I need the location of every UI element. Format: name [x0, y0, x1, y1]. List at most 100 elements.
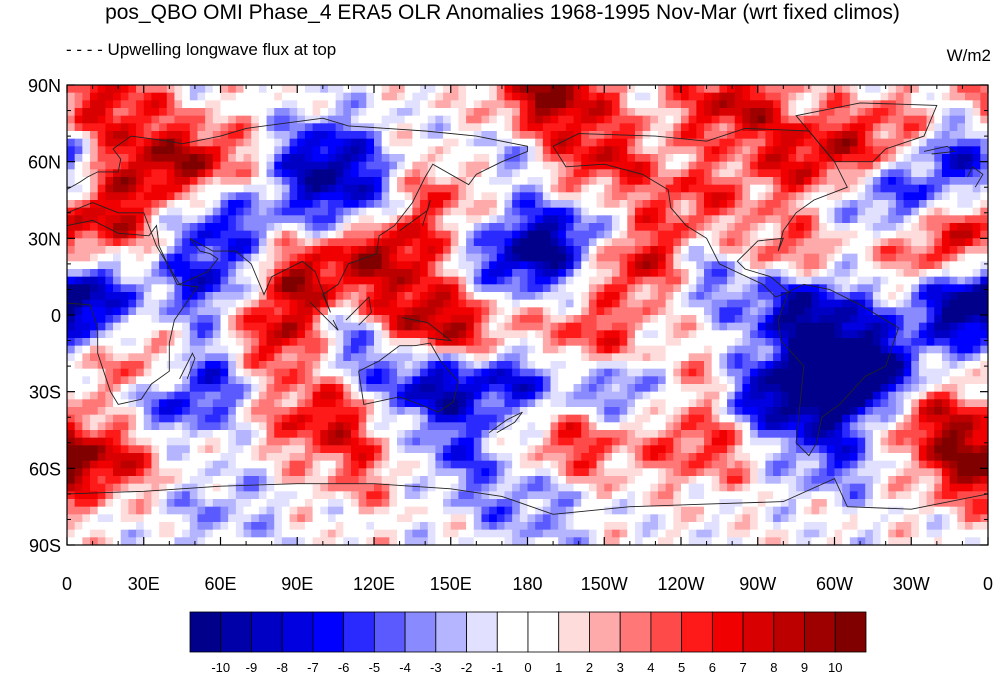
heat-cell [350, 261, 360, 270]
heat-cell [573, 115, 582, 124]
heat-cell [412, 338, 421, 347]
heat-cell [788, 276, 797, 285]
heat-cell [665, 276, 674, 285]
heat-cell [481, 299, 490, 308]
heat-cell [466, 215, 475, 224]
heat-cell [742, 177, 751, 186]
heat-cell [258, 92, 268, 101]
heat-cell [235, 315, 245, 324]
heat-cell [205, 100, 214, 109]
heat-cell [604, 391, 613, 400]
heat-cell [412, 230, 421, 239]
heat-cell [527, 315, 536, 324]
heat-cell [957, 353, 966, 362]
heat-cell [957, 192, 966, 201]
heat-cell [611, 223, 621, 232]
heat-cell [911, 184, 920, 193]
heat-cell [565, 92, 575, 101]
heat-cell [826, 230, 836, 239]
heat-cell [496, 184, 506, 193]
heat-cell [849, 184, 859, 193]
heat-cell [750, 207, 759, 216]
heat-cell [228, 384, 237, 393]
heat-cell [197, 161, 206, 170]
heat-cell [704, 384, 713, 393]
heat-cell [888, 384, 897, 393]
heat-cell [289, 161, 298, 170]
heat-cell [527, 376, 536, 385]
heat-cell [719, 108, 728, 117]
heat-cell [681, 154, 690, 163]
heat-cell [642, 253, 651, 262]
heat-cell [941, 322, 951, 331]
heat-cell [466, 384, 475, 393]
heat-cell [450, 384, 460, 393]
heat-cell [397, 100, 406, 109]
heat-cell [251, 207, 260, 216]
heat-cell [189, 368, 199, 377]
heat-cell [97, 345, 106, 354]
heat-cell [174, 146, 183, 155]
heat-cell [765, 345, 774, 354]
heat-cell [519, 361, 529, 370]
heat-cell [481, 207, 490, 216]
heat-cell [857, 391, 866, 400]
heat-cell [634, 238, 644, 247]
heat-cell [350, 246, 360, 255]
heat-cell [834, 269, 843, 278]
heat-cell [980, 338, 988, 347]
heat-cell [212, 115, 222, 124]
heat-cell [182, 307, 191, 316]
heat-cell [189, 315, 199, 324]
heat-cell [205, 353, 214, 362]
heat-cell [903, 253, 912, 262]
heat-cell [604, 177, 613, 186]
heat-cell [504, 368, 513, 377]
heat-cell [136, 307, 145, 316]
heat-cell [151, 292, 160, 301]
heat-cell [811, 330, 820, 339]
heat-cell [826, 161, 836, 170]
heat-cell [489, 92, 498, 101]
heat-cell [420, 100, 429, 109]
heat-cell [880, 123, 889, 132]
heat-cell [159, 108, 168, 117]
heat-cell [274, 100, 283, 109]
heat-cell [734, 353, 743, 362]
heat-cell [166, 154, 176, 163]
heat-cell [865, 215, 874, 224]
heat-cell [458, 338, 467, 347]
heat-cell [182, 85, 191, 94]
heat-cell [327, 123, 337, 132]
heat-cell [281, 269, 291, 278]
heat-cell [427, 338, 437, 347]
heat-cell [842, 177, 851, 186]
heat-cell [266, 154, 275, 163]
heat-cell [949, 108, 958, 117]
heat-cell [634, 330, 644, 339]
heat-cell [918, 276, 928, 285]
heat-cell [711, 353, 720, 362]
heat-cell [174, 376, 183, 385]
heat-cell [189, 169, 199, 178]
heat-cell [788, 253, 797, 262]
heat-cell [143, 92, 153, 101]
heat-cell [773, 353, 782, 362]
heat-cell [650, 307, 659, 316]
heat-cell [220, 200, 229, 209]
heat-cell [826, 246, 836, 255]
heat-cell [834, 123, 843, 132]
heat-cell [872, 138, 882, 147]
heat-cell [742, 330, 751, 339]
heat-cell [397, 207, 406, 216]
heat-cell [427, 376, 437, 385]
heat-cell [304, 161, 314, 170]
heat-cell [903, 361, 912, 370]
heat-cell [972, 299, 981, 308]
heat-cell [696, 154, 705, 163]
heat-cell [350, 215, 360, 224]
heat-cell [67, 315, 76, 324]
heat-cell [527, 184, 536, 193]
heat-cell [964, 253, 974, 262]
heat-cell [358, 238, 367, 247]
